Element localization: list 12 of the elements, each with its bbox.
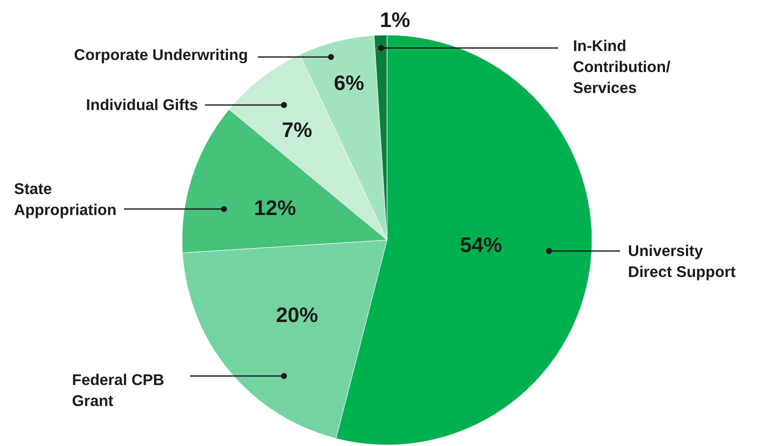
data-label: 54% — [460, 234, 502, 257]
slice-label: University Direct Support — [628, 243, 736, 281]
slice-label: Corporate Underwriting — [74, 47, 248, 64]
slice-label: Individual Gifts — [86, 97, 198, 114]
slice-label: In-Kind Contribution/ Services — [573, 38, 671, 97]
data-label: 1% — [380, 9, 410, 32]
slice-label: State Appropriation — [14, 181, 116, 219]
slice-label: Federal CPB Grant — [72, 372, 164, 410]
data-label: 6% — [334, 72, 364, 95]
data-label: 12% — [254, 197, 296, 220]
data-label: 7% — [282, 119, 312, 142]
data-label: 20% — [276, 304, 318, 327]
